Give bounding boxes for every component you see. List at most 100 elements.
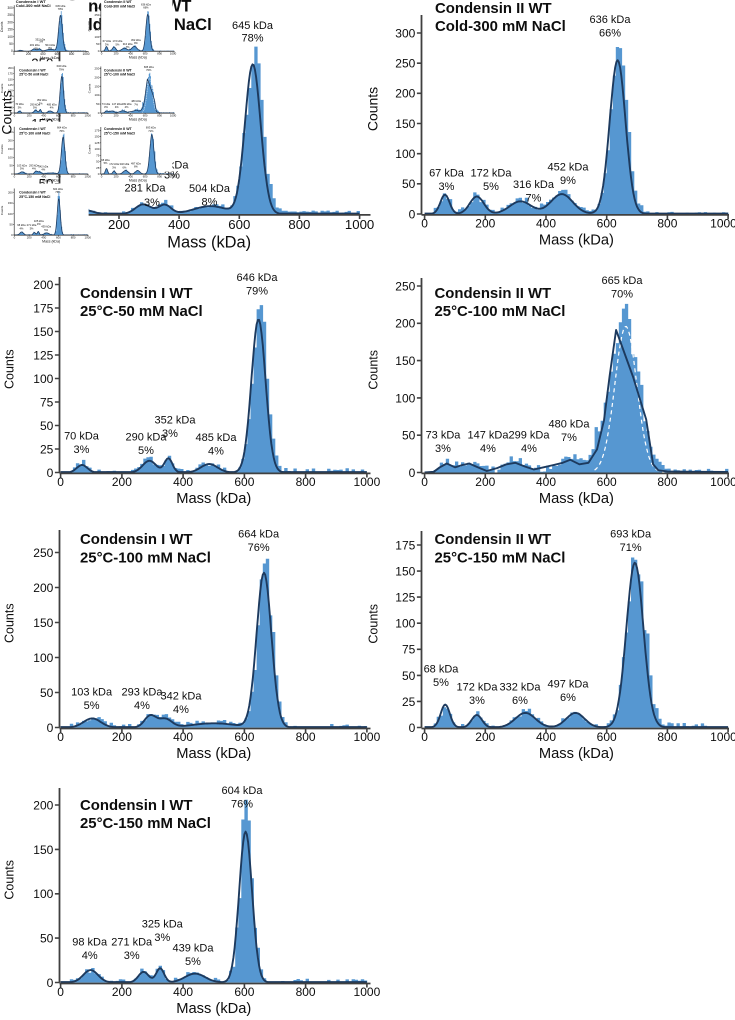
svg-text:Condensin I WT: Condensin I WT [19, 68, 47, 72]
svg-text:125: 125 [33, 348, 53, 362]
svg-text:3%: 3% [39, 40, 43, 44]
svg-text:1000: 1000 [710, 730, 735, 744]
svg-text:600: 600 [56, 174, 61, 178]
svg-text:0: 0 [98, 49, 100, 53]
svg-text:Counts: Counts [0, 83, 4, 93]
svg-text:4%: 4% [50, 106, 54, 110]
svg-text:3%: 3% [34, 46, 38, 50]
svg-text:281 kDa: 281 kDa [125, 183, 167, 195]
svg-text:3%: 3% [39, 101, 43, 105]
svg-text:175: 175 [95, 128, 100, 132]
svg-text:150: 150 [33, 325, 53, 339]
svg-text:103 kDa: 103 kDa [17, 163, 27, 167]
svg-text:200: 200 [33, 798, 53, 812]
svg-text:70%: 70% [146, 68, 152, 72]
svg-text:5%: 5% [116, 42, 120, 46]
svg-text:271 kDa: 271 kDa [111, 937, 153, 949]
svg-text:Condensin II WT: Condensin II WT [104, 68, 133, 72]
svg-text:3%: 3% [18, 105, 22, 109]
svg-text:76%: 76% [231, 799, 253, 811]
svg-text:Mass (kDa): Mass (kDa) [176, 746, 251, 762]
svg-text:5%: 5% [44, 228, 48, 232]
svg-text:271 kDa: 271 kDa [27, 223, 37, 227]
svg-text:1000: 1000 [83, 52, 90, 56]
svg-text:1000: 1000 [170, 51, 177, 55]
svg-text:0: 0 [421, 730, 428, 744]
svg-text:600: 600 [56, 113, 61, 117]
svg-text:200: 200 [112, 475, 132, 489]
svg-text:200: 200 [27, 174, 32, 178]
svg-text:800: 800 [157, 51, 162, 55]
svg-text:480 kDa: 480 kDa [131, 99, 141, 103]
svg-text:50: 50 [96, 102, 100, 106]
svg-text:200: 200 [7, 20, 12, 24]
svg-text:8%: 8% [202, 197, 218, 209]
svg-text:67 kDa: 67 kDa [429, 168, 465, 180]
svg-text:200: 200 [112, 730, 132, 744]
svg-text:342 kDa: 342 kDa [38, 164, 48, 168]
svg-text:Condensin I WT: Condensin I WT [16, 0, 47, 4]
svg-text:800: 800 [71, 235, 76, 239]
svg-text:Counts: Counts [365, 87, 381, 131]
svg-text:0: 0 [11, 111, 13, 115]
svg-text:3%: 3% [124, 950, 140, 962]
svg-text:600: 600 [56, 235, 61, 239]
svg-text:800: 800 [288, 217, 310, 232]
svg-text:4%: 4% [208, 446, 224, 458]
svg-text:25: 25 [402, 695, 416, 709]
svg-text:0: 0 [47, 976, 54, 990]
svg-text:Mass (kDa): Mass (kDa) [129, 117, 147, 121]
svg-text:150: 150 [7, 28, 12, 32]
svg-text:200: 200 [27, 235, 32, 239]
svg-text:200: 200 [475, 475, 495, 489]
svg-text:Counts: Counts [3, 860, 17, 900]
svg-text:Counts: Counts [0, 90, 15, 134]
svg-text:400: 400 [128, 113, 133, 117]
svg-text:5%: 5% [433, 677, 449, 689]
svg-text:9%: 9% [560, 175, 576, 187]
svg-text:50: 50 [96, 42, 100, 46]
svg-text:75: 75 [402, 643, 416, 657]
svg-text:3%: 3% [104, 105, 108, 109]
svg-text:71%: 71% [620, 542, 642, 554]
svg-text:103 kDa: 103 kDa [71, 687, 113, 699]
svg-text:68 kDa: 68 kDa [101, 158, 110, 162]
svg-text:0: 0 [98, 172, 100, 176]
svg-text:25°C-100 mM NaCl: 25°C-100 mM NaCl [435, 304, 566, 320]
svg-text:800: 800 [71, 174, 76, 178]
svg-text:50: 50 [10, 100, 14, 104]
svg-text:79%: 79% [246, 286, 268, 298]
svg-text:5%: 5% [138, 445, 154, 457]
svg-text:293 kDa: 293 kDa [29, 163, 39, 167]
svg-text:250: 250 [95, 66, 100, 70]
svg-text:150: 150 [95, 28, 100, 32]
svg-text:645 kDa: 645 kDa [56, 4, 66, 8]
svg-text:1000: 1000 [710, 475, 735, 489]
svg-text:67 kDa: 67 kDa [103, 39, 112, 43]
svg-text:1000: 1000 [85, 174, 92, 178]
svg-text:6%: 6% [134, 165, 138, 169]
svg-text:5%: 5% [104, 161, 108, 165]
svg-text:200: 200 [8, 139, 13, 143]
svg-text:Cold-300 mM NaCl: Cold-300 mM NaCl [435, 19, 566, 35]
svg-text:1000: 1000 [345, 217, 374, 232]
svg-text:0: 0 [11, 233, 13, 237]
svg-text:4%: 4% [82, 950, 98, 962]
svg-text:400: 400 [173, 985, 193, 999]
svg-text:76%: 76% [248, 542, 270, 554]
svg-text:646 kDa: 646 kDa [237, 272, 279, 284]
svg-text:200: 200 [33, 581, 53, 595]
svg-text:4%: 4% [41, 168, 45, 172]
svg-text:316 kDa: 316 kDa [513, 179, 555, 191]
svg-text:175: 175 [8, 72, 13, 76]
svg-text:147 kDa: 147 kDa [112, 102, 122, 106]
svg-text:200: 200 [114, 174, 119, 178]
svg-text:9%: 9% [134, 41, 138, 45]
svg-text:3%: 3% [30, 226, 34, 230]
svg-text:800: 800 [296, 475, 316, 489]
svg-text:497 kDa: 497 kDa [131, 161, 141, 165]
svg-text:Counts: Counts [0, 144, 4, 154]
svg-text:400: 400 [173, 475, 193, 489]
svg-text:0: 0 [13, 52, 15, 56]
svg-text:Cold-300 mM NaCl: Cold-300 mM NaCl [104, 4, 135, 8]
